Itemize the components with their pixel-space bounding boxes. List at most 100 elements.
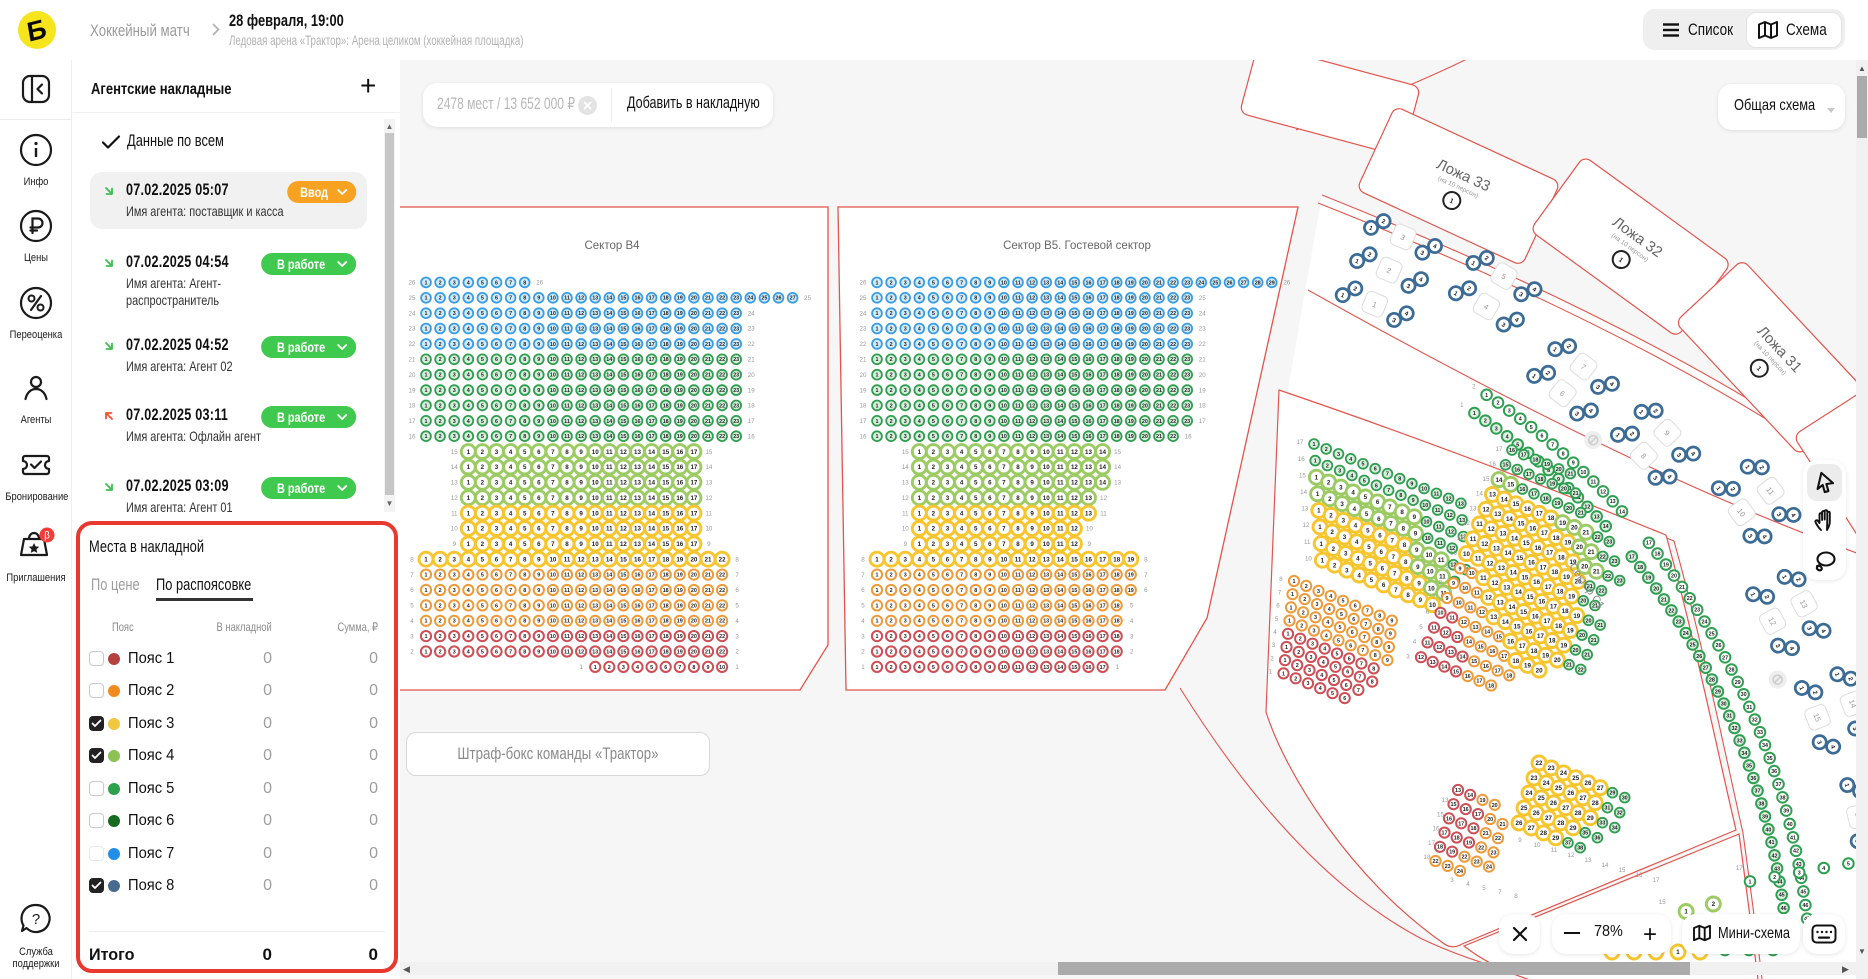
svg-text:20: 20	[691, 419, 697, 425]
svg-text:19: 19	[677, 573, 683, 579]
svg-text:3: 3	[495, 449, 499, 456]
svg-text:11: 11	[1457, 535, 1464, 542]
svg-text:8: 8	[1375, 640, 1378, 646]
svg-text:6: 6	[1343, 696, 1346, 702]
svg-text:20: 20	[409, 372, 416, 379]
svg-text:12: 12	[620, 449, 627, 456]
svg-text:16: 16	[635, 311, 641, 317]
svg-text:13: 13	[592, 588, 598, 594]
svg-text:27: 27	[1580, 795, 1587, 802]
svg-text:15: 15	[1527, 594, 1534, 601]
svg-text:6: 6	[946, 403, 949, 409]
svg-text:14: 14	[1508, 604, 1515, 611]
svg-text:16: 16	[635, 619, 641, 625]
svg-text:13: 13	[1470, 505, 1477, 512]
svg-text:8: 8	[735, 556, 739, 563]
svg-text:13: 13	[1043, 603, 1049, 609]
svg-text:13: 13	[1494, 511, 1501, 518]
svg-text:11: 11	[564, 327, 570, 333]
svg-text:14: 14	[606, 603, 612, 609]
svg-text:14: 14	[606, 327, 612, 333]
svg-text:17: 17	[649, 588, 655, 594]
svg-text:4: 4	[1323, 647, 1326, 653]
svg-text:13: 13	[592, 327, 598, 333]
svg-text:14: 14	[648, 480, 655, 487]
svg-text:1: 1	[1530, 373, 1537, 380]
svg-text:13: 13	[1473, 625, 1479, 631]
svg-text:23: 23	[1445, 864, 1451, 870]
svg-text:13: 13	[1493, 546, 1500, 553]
svg-text:4: 4	[1349, 457, 1352, 463]
svg-text:17: 17	[1099, 557, 1106, 564]
svg-text:9: 9	[988, 588, 991, 594]
svg-text:8: 8	[523, 603, 526, 609]
svg-text:14: 14	[1847, 698, 1856, 709]
svg-text:3: 3	[946, 510, 950, 517]
svg-text:24: 24	[1543, 780, 1550, 787]
svg-text:16: 16	[1086, 388, 1092, 394]
svg-text:12: 12	[1029, 650, 1035, 656]
svg-text:9: 9	[537, 634, 540, 640]
svg-text:19: 19	[1128, 373, 1134, 379]
svg-text:27: 27	[1722, 655, 1728, 661]
svg-text:12: 12	[620, 526, 627, 533]
svg-text:3: 3	[946, 464, 950, 471]
svg-text:21: 21	[1156, 419, 1162, 425]
svg-text:41: 41	[1769, 840, 1775, 846]
svg-text:16: 16	[635, 588, 641, 594]
svg-text:6: 6	[495, 342, 498, 348]
svg-text:15: 15	[620, 311, 626, 317]
svg-text:6: 6	[664, 665, 667, 671]
svg-text:17: 17	[1199, 418, 1206, 425]
svg-text:6: 6	[537, 495, 541, 502]
svg-text:14: 14	[1114, 464, 1121, 471]
svg-text:2: 2	[439, 434, 442, 440]
svg-text:17: 17	[1550, 603, 1557, 610]
svg-text:10: 10	[1450, 550, 1457, 557]
svg-text:2: 2	[439, 603, 442, 609]
svg-text:23: 23	[1184, 357, 1190, 363]
svg-text:9: 9	[537, 603, 540, 609]
svg-text:6: 6	[988, 480, 992, 487]
svg-text:12: 12	[1418, 655, 1424, 661]
svg-text:17: 17	[649, 403, 655, 409]
svg-text:11: 11	[564, 573, 570, 579]
svg-text:4: 4	[1689, 451, 1696, 458]
svg-text:3: 3	[946, 526, 950, 533]
svg-text:5: 5	[410, 603, 414, 610]
svg-text:β: β	[44, 531, 50, 542]
svg-text:15: 15	[1523, 540, 1530, 547]
svg-text:14: 14	[1496, 477, 1503, 484]
svg-text:8: 8	[1399, 493, 1402, 499]
svg-text:11: 11	[1015, 557, 1022, 564]
svg-text:2: 2	[890, 373, 893, 379]
svg-text:3: 3	[1338, 468, 1341, 474]
svg-text:5: 5	[1365, 511, 1369, 518]
svg-text:17: 17	[1442, 831, 1448, 837]
svg-text:5: 5	[481, 403, 484, 409]
svg-text:8: 8	[974, 403, 977, 409]
svg-text:6: 6	[1374, 467, 1377, 473]
svg-text:9: 9	[1452, 581, 1455, 587]
svg-text:13: 13	[592, 434, 598, 440]
svg-text:20: 20	[1487, 817, 1493, 823]
svg-text:1: 1	[1470, 261, 1476, 268]
svg-text:7: 7	[960, 665, 963, 671]
svg-text:14: 14	[1619, 509, 1625, 515]
svg-text:5: 5	[932, 557, 936, 564]
svg-text:17: 17	[1646, 541, 1652, 547]
svg-text:2: 2	[932, 464, 936, 471]
svg-text:20: 20	[1142, 342, 1148, 348]
svg-text:7: 7	[1579, 362, 1588, 372]
svg-text:10: 10	[1001, 327, 1007, 333]
svg-text:14: 14	[1057, 557, 1064, 564]
svg-text:12: 12	[578, 342, 584, 348]
svg-text:22: 22	[1170, 434, 1176, 440]
svg-text:23: 23	[733, 296, 739, 302]
svg-text:18: 18	[1506, 673, 1512, 679]
svg-text:22: 22	[1578, 667, 1584, 673]
svg-text:20: 20	[1142, 388, 1148, 394]
svg-text:16: 16	[1534, 545, 1541, 552]
svg-text:17: 17	[1458, 821, 1464, 827]
svg-text:12: 12	[620, 495, 627, 502]
